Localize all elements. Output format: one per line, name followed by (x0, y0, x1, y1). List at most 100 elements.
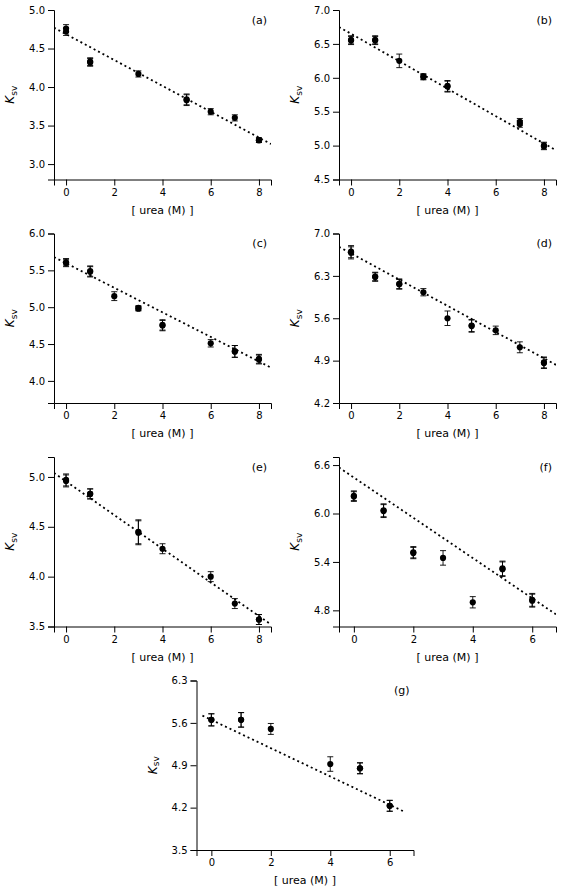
tick: 5.0 (29, 5, 54, 16)
tick: 6.0 (314, 73, 339, 84)
error-bar (208, 714, 214, 726)
tick-mark (399, 403, 400, 409)
data-point (380, 507, 386, 513)
tick: 8 (256, 627, 262, 645)
axis-line (340, 180, 557, 186)
data-point (327, 761, 333, 767)
data-point (372, 273, 378, 279)
tick-label: 0 (348, 410, 354, 421)
tick-mark (48, 477, 54, 478)
plot-area (54, 25, 271, 144)
error-bar (238, 713, 244, 728)
y-axis-label: Ksv (288, 309, 304, 328)
tick: 4.5 (29, 43, 54, 54)
data-point (256, 137, 262, 143)
error-bar (135, 520, 141, 544)
tick-label: 5.4 (314, 557, 330, 568)
data-point (357, 765, 363, 771)
tick: 3.5 (29, 120, 54, 131)
error-bar (208, 714, 214, 726)
tick-mark (333, 276, 339, 277)
error-bar (381, 504, 387, 517)
tick-label: 5.5 (314, 106, 330, 117)
error-bar (440, 551, 446, 566)
y-axis: 3.54.04.55.0 (29, 458, 54, 633)
error-bar (469, 319, 475, 331)
tick-label: 4.9 (172, 760, 188, 771)
x-axis-label: [ urea (M) ] (132, 427, 194, 440)
error-bar (372, 273, 378, 281)
y-axis: 3.03.54.04.55.0 (29, 5, 54, 180)
tick-label: 8 (256, 410, 262, 421)
axis-line (48, 234, 55, 404)
tick-mark (448, 403, 449, 409)
error-bar (111, 292, 117, 301)
error-bar (208, 340, 214, 347)
error-bar (256, 355, 262, 364)
x-axis: 0246 (340, 627, 557, 645)
tick: 3.5 (172, 845, 197, 856)
tick: 6.5 (314, 39, 339, 50)
tick: 4.5 (29, 521, 54, 532)
tick-label: 4 (328, 857, 334, 868)
y-axis-label: Ksv (3, 85, 19, 104)
tick-mark (211, 850, 212, 856)
data-point (256, 616, 262, 622)
data-point (87, 268, 93, 274)
error-bar (135, 306, 141, 310)
data-point (470, 599, 476, 605)
data-point (63, 25, 69, 31)
tick: 4.9 (314, 355, 339, 366)
tick-mark (354, 627, 355, 633)
data-point (499, 566, 505, 572)
error-bar (256, 615, 262, 625)
tick-mark (390, 850, 391, 856)
tick-label: 6.3 (314, 271, 330, 282)
tick-label: 5.0 (314, 140, 330, 151)
error-bar (63, 474, 69, 486)
data-point (410, 549, 416, 555)
tick-label: 5.0 (29, 472, 45, 483)
error-bar (381, 505, 387, 518)
tick-label: 8 (256, 187, 262, 198)
tick-mark (114, 180, 115, 186)
tick: 4 (328, 850, 334, 868)
tick: 0 (348, 180, 354, 198)
fit-line (202, 716, 404, 812)
tick-mark (48, 527, 54, 528)
error-bar (256, 615, 262, 625)
data-point (87, 269, 93, 275)
panel: 024683.03.54.04.55.0(a)[ urea (M) ]Ksv (3, 5, 272, 217)
error-bar (396, 54, 402, 68)
tick-label: 3.5 (29, 120, 45, 131)
tick-label: 3.5 (29, 621, 45, 632)
fit-line (54, 257, 271, 368)
tick: 6 (208, 627, 214, 645)
tick: 4 (445, 403, 451, 421)
x-axis-label: [ urea (M) ] (132, 651, 194, 664)
tick-mark (163, 403, 164, 409)
tick: 8 (541, 403, 547, 421)
error-bar (160, 320, 166, 330)
tick: 2 (268, 850, 274, 868)
data-point (232, 348, 238, 354)
data-point (444, 83, 450, 89)
x-axis-label: [ urea (M) ] (417, 427, 479, 440)
figure: 024683.03.54.04.55.0(a)[ urea (M) ]Ksv02… (0, 0, 570, 894)
tick-label: 2 (112, 634, 118, 645)
error-bar (238, 713, 244, 728)
data-point (469, 322, 475, 328)
tick: 8 (541, 180, 547, 198)
tick-mark (191, 850, 197, 851)
axis-line (55, 404, 272, 410)
panel-label: (c) (252, 237, 267, 250)
tick-mark (48, 270, 54, 271)
tick-mark (48, 627, 54, 628)
tick-label: 6 (208, 187, 214, 198)
data-point (541, 360, 547, 366)
tick: 6.3 (314, 271, 339, 282)
tick-mark (333, 44, 339, 45)
y-axis: 3.54.24.95.66.3 (172, 675, 197, 856)
axis-line (340, 627, 557, 633)
tick-mark (114, 627, 115, 633)
